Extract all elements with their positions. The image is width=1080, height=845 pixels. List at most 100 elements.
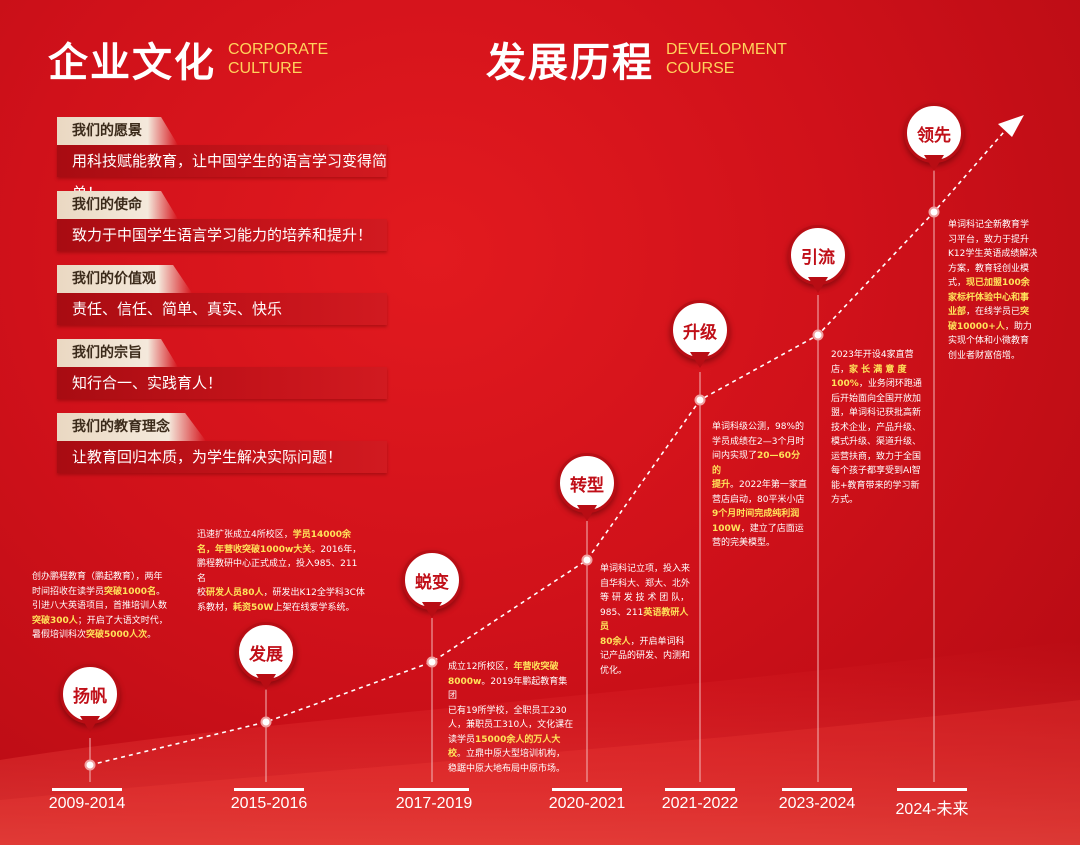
year-label: 2024-未来: [872, 788, 992, 819]
description-line: 实现个体和小微教育: [948, 334, 1048, 349]
description-line: 间内实现了20—60分的: [712, 449, 808, 478]
description-line: 后开始面向全国开放加: [831, 392, 923, 407]
description-line: 100%，业务闭环跑通: [831, 377, 923, 392]
year-label: 2015-2016: [209, 788, 329, 813]
highlight-text: 耗资50W: [233, 602, 274, 613]
description-text: 后开始面向全国开放加: [831, 393, 922, 404]
value-label: 我们的宗旨: [57, 339, 178, 367]
description-line: 稳踞中原大地布局中原市场。: [448, 762, 576, 777]
description-line: 营店启动，80平米小店: [712, 493, 808, 508]
description-line: 单词科记全新教育学: [948, 218, 1048, 233]
description-text: 方式。: [831, 495, 859, 505]
year-text: 2020-2021: [548, 795, 626, 812]
description-line: 方式。: [831, 493, 923, 508]
description-line: 名，年营收突破1000w大关。2016年，: [197, 543, 365, 558]
highlight-text: 业部: [948, 307, 967, 317]
pin-stage-4: 转型: [557, 453, 617, 529]
highlight-text: 100%: [831, 379, 859, 389]
year-text: 2009-2014: [48, 795, 126, 812]
description-text: 学员成绩在2—3个月时: [712, 436, 805, 447]
description-text: 成立12所校区，: [448, 662, 514, 672]
highlight-text: 家标杆体验中心和事: [948, 292, 1030, 303]
description-text: 式，: [948, 278, 967, 288]
stage-description: 单词科记立项，投入来 自华科大、郑大、北外等 研 发 技 术 团 队， 985、21…: [600, 562, 690, 678]
pin-marker-icon: [422, 602, 442, 618]
highlight-text: 突破1000名: [104, 586, 157, 597]
description-line: 运营扶商，致力于全国: [831, 450, 923, 465]
stage-description: 单词科级公测，98%的 学员成绩在2—3个月时 间内实现了20—60分的 提升。202…: [712, 420, 808, 551]
description-text: ，开启单词科: [630, 636, 685, 647]
value-block-values: 我们的价值观 责任、信任、简单、真实、快乐: [57, 265, 387, 325]
description-line: 式，现已加盟100余: [948, 276, 1048, 291]
year-text: 2023-2024: [778, 795, 856, 812]
culture-english-line-1: CORPORATE: [228, 41, 329, 58]
year-label: 2009-2014: [27, 788, 147, 813]
description-text: 记产品的研发、内测和: [600, 651, 691, 661]
description-line: 迅速扩张成立4所校区，学员14000余: [197, 528, 365, 543]
year-text: 2015-2016: [230, 795, 308, 812]
description-line: 人，兼职员工310人，文化课在: [448, 718, 576, 733]
description-text: 稳踞中原大地布局中原市场。: [448, 763, 566, 774]
year-label: 2020-2021: [527, 788, 647, 813]
highlight-text: 80余人: [600, 636, 631, 647]
description-line: 模式升级、渠道升级、: [831, 435, 923, 450]
year-text: 2021-2022: [661, 795, 739, 812]
description-text: 鹏程教研中心正式成立，投入985、211名: [197, 559, 358, 584]
pin-marker-icon: [690, 352, 710, 368]
year-label: 2023-2024: [757, 788, 877, 813]
description-text: 系教材，: [197, 602, 234, 613]
pin-marker-icon: [808, 277, 828, 293]
highlight-text: 名，年营收突破1000w大关: [197, 544, 312, 555]
description-text: 自华科大、郑大、北外: [600, 578, 691, 589]
milestone-dots: [84, 206, 940, 771]
description-text: 校: [197, 588, 207, 598]
description-text: 2023年开设4家直营: [831, 350, 914, 360]
value-label: 我们的愿景: [57, 117, 178, 145]
description-text: 单词科记全新教育学: [948, 220, 1030, 230]
description-text: 等 研 发 技 术 团 队，: [600, 593, 690, 603]
description-text: ，助力: [1004, 321, 1032, 332]
pin-label: 发展: [236, 622, 296, 682]
description-line: 时间招收在读学员突破1000名。: [32, 585, 177, 600]
description-line: 等 研 发 技 术 团 队，: [600, 591, 690, 606]
year-text: 2024-未来: [895, 801, 969, 818]
value-label: 我们的使命: [57, 191, 178, 219]
description-line: 80余人，开启单词科: [600, 635, 690, 650]
arrow-head-icon: [998, 115, 1024, 137]
culture-heading: 企业文化 CORPORATE CULTURE: [48, 30, 328, 88]
pin-label: 引流: [788, 225, 848, 285]
description-line: 引进八大英语项目，首推培训人数: [32, 599, 177, 614]
description-text: 盟，单词科记获批高新: [831, 408, 922, 418]
development-heading: 发展历程 DEVELOPMENT COURSE: [486, 30, 787, 88]
highlight-text: 家 长 满 意 度: [849, 364, 907, 375]
description-text: 引进八大英语项目，首推培训人数: [32, 601, 168, 611]
value-block-mission: 我们的使命 致力于中国学生语言学习能力的培养和提升！: [57, 191, 387, 251]
pin-label: 扬帆: [60, 664, 120, 724]
description-text: 。: [156, 586, 166, 597]
description-text: ，在线学员已: [966, 307, 1021, 317]
highlight-text: 20—60分的: [712, 451, 801, 476]
description-text: 迅速扩张成立4所校区，: [197, 530, 293, 540]
description-line: 能+教育带来的学习新: [831, 479, 923, 494]
pin-marker-icon: [577, 505, 597, 521]
description-text: 习平台，致力于提升: [948, 234, 1030, 245]
description-text: 店，: [831, 364, 850, 375]
description-text: 模式升级、渠道升级、: [831, 437, 922, 447]
description-line: K12学生英语成绩解决: [948, 247, 1048, 262]
description-line: 学员成绩在2—3个月时: [712, 435, 808, 450]
highlight-text: 英语教研人员: [600, 607, 689, 633]
description-line: 创办鹏程教育（鹏起教育），两年: [32, 570, 177, 585]
description-text: ，业务闭环跑通: [858, 379, 922, 389]
description-line: 单词科级公测，98%的: [712, 420, 808, 435]
culture-english-line-2: CULTURE: [228, 60, 303, 77]
description-text: 985、211: [600, 607, 644, 618]
description-line: 营的完美模型。: [712, 536, 808, 551]
stage-description: 成立12所校区，年营收突破 8000w。2019年鹏起教育集团 已有19所学校，全职…: [448, 660, 576, 776]
description-line: 单词科记立项，投入来: [600, 562, 690, 577]
pin-label: 转型: [557, 453, 617, 513]
stage-description: 迅速扩张成立4所校区，学员14000余 名，年营收突破1000w大关。2016年，…: [197, 528, 365, 615]
development-english-line-2: COURSE: [666, 60, 735, 77]
description-line: 盟，单词科记获批高新: [831, 406, 923, 421]
development-title: 发展历程: [486, 40, 654, 86]
